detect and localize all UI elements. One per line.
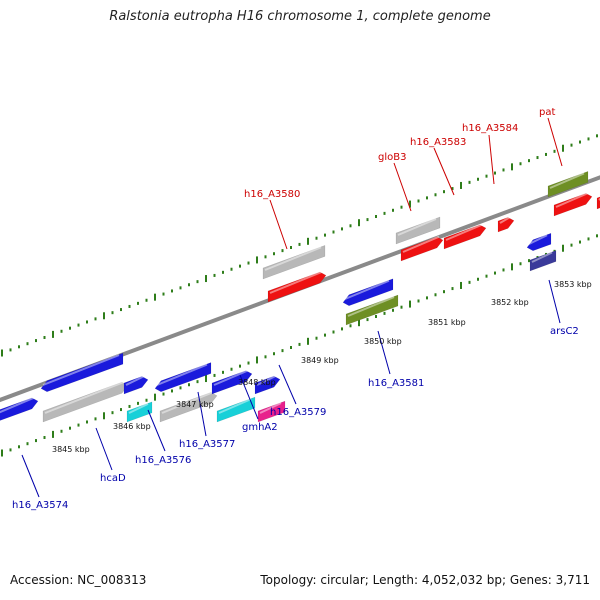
gene-feature [553,193,593,217]
gene-feature [123,376,149,395]
gene-highlight [528,234,548,245]
gene-highlight [156,363,208,386]
gene-feature [596,196,600,210]
gene-labels: h16_A3580 gloB3 h16_A3583 h16_A3584 pat h16_A… [12,107,579,511]
gene-highlight [555,192,589,208]
gene-feature [526,232,552,252]
gene-highlight [264,246,322,271]
gene-feature [254,375,281,395]
gene-feature [529,250,557,272]
gene-label-bottom: gmhA2 [242,422,278,433]
leader-line [21,454,40,498]
gene-feature [154,362,212,393]
gene-feature [211,370,253,395]
gene-label-top: pat [539,107,555,118]
kbp-label: 3851 kbp [428,318,466,327]
leader-line [95,427,113,471]
gene-feature [497,217,515,233]
gene-highlight [499,216,511,224]
gene-highlight [218,398,252,414]
gene-feature [395,216,441,245]
kbp-label: 3853 kbp [554,280,592,289]
leader-line [377,330,391,375]
gene-feature [262,245,326,280]
leader-line [547,117,563,167]
gene-label-bottom: h16_A3576 [135,455,191,466]
kbp-label: 3848 kbp [238,378,276,387]
kbp-label: 3850 kbp [364,337,402,346]
leader-line [269,199,288,250]
gene-highlight [256,374,277,386]
gene-feature [216,396,256,423]
leader-line [239,374,259,420]
gene-feature [40,352,124,393]
leader-line [433,147,455,196]
gene-highlight [344,279,390,300]
kbp-label: 3849 kbp [301,356,339,365]
kbp-label: 3846 kbp [113,422,151,431]
gene-highlight [402,235,440,253]
gene-label-bottom: arsC2 [550,326,579,337]
accession-text: Accession: NC_008313 [10,573,147,587]
gene-label-bottom: h16_A3577 [179,439,235,450]
gene-highlight [269,270,323,294]
gene-label-top: h16_A3584 [462,123,518,134]
leader-line [197,391,207,437]
kbp-label: 3852 kbp [491,298,529,307]
gene-feature [547,171,589,198]
gene-feature [345,294,399,326]
gene-highlight [161,391,214,414]
gene-highlight [259,402,282,414]
gene-highlight [531,251,553,263]
label-leader-lines [21,117,563,498]
gene-label-bottom: h16_A3579 [270,407,326,418]
gene-highlight [42,354,120,386]
leader-line [393,162,412,212]
gene-label-top: gloB3 [378,152,406,163]
genome-summary: Topology: circular; Length: 4,052,032 bp… [260,573,590,587]
kbp-label: 3847 kbp [176,400,214,409]
gene-highlight [44,381,125,414]
leader-line [488,134,495,185]
gene-feature [443,224,487,250]
gene-label-top: h16_A3583 [410,137,466,148]
gene-feature [400,236,444,262]
gene-label-bottom: hcaD [100,473,126,484]
map-title: Ralstonia eutropha H16 chromosome 1, com… [109,9,491,24]
gene-highlight [125,375,145,386]
gene-label-bottom: h16_A3581 [368,378,424,389]
lower-tick-track [1,234,598,457]
gene-highlight [213,369,249,386]
gene-label-bottom: h16_A3574 [12,500,68,511]
gene-highlight [347,296,395,317]
gene-highlight [128,402,149,414]
gene-highlight [445,223,483,241]
leader-line [278,364,297,405]
gene-feature [0,397,39,421]
gene-features [0,171,600,423]
gene-feature [342,278,394,307]
gene-highlight [397,218,437,236]
gene-feature [267,271,327,303]
gene-feature [126,401,153,423]
leader-line [548,279,561,324]
kbp-label: 3845 kbp [52,445,90,454]
kbp-scale-labels: 3845 kbp 3846 kbp 3847 kbp 3848 kbp 3849 kbp… [52,280,592,454]
upper-tick-track [1,134,598,357]
gene-feature [159,392,218,423]
gene-label-top: h16_A3580 [244,189,300,200]
gene-highlight [0,396,35,414]
leader-line [147,409,166,452]
gene-highlight [549,172,585,189]
